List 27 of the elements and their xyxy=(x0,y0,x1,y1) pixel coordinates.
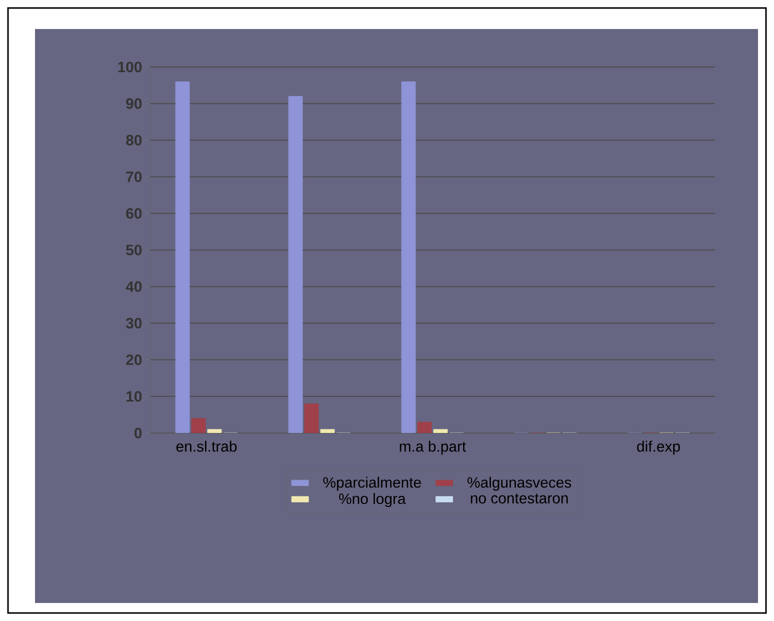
bar xyxy=(320,429,335,433)
bar xyxy=(191,418,206,433)
y-tick-label: 80 xyxy=(126,134,142,146)
bar xyxy=(175,81,190,433)
y-tick-label: 50 xyxy=(126,244,142,256)
bar xyxy=(433,429,448,433)
bar xyxy=(288,96,303,433)
bar xyxy=(304,404,319,433)
legend-label: %algunasveces xyxy=(468,476,572,491)
x-tick-label: en.sl.trab xyxy=(176,440,237,452)
y-tick-label: 100 xyxy=(118,62,142,72)
y-tick-label: 90 xyxy=(126,98,142,109)
y-tick-label: 40 xyxy=(126,281,142,292)
y-tick-label: 10 xyxy=(126,391,142,402)
legend-label: %parcialmente xyxy=(323,476,421,491)
bar xyxy=(401,81,416,433)
y-tick-label: 0 xyxy=(134,428,142,438)
x-tick-label: dif.exp xyxy=(637,440,680,455)
y-tick-label: 20 xyxy=(126,354,142,366)
y-tick-label: 30 xyxy=(126,318,142,328)
bar xyxy=(417,422,432,433)
x-tick-label: m.a b.part xyxy=(400,440,466,455)
y-tick-label: 70 xyxy=(126,171,142,182)
legend-label: no contestaron xyxy=(470,494,568,504)
legend-label: %no logra xyxy=(339,493,406,508)
bar xyxy=(207,429,222,433)
y-tick-label: 60 xyxy=(126,208,142,219)
